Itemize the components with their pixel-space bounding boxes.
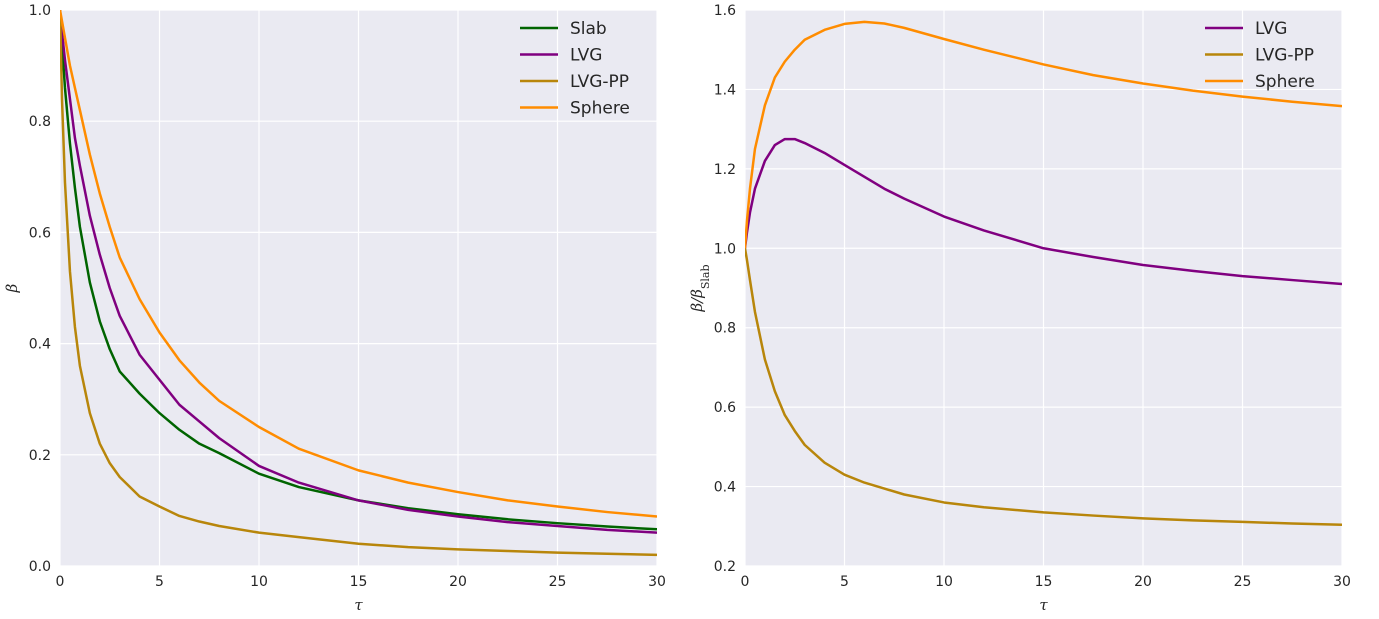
legend-label: LVG — [1255, 19, 1287, 39]
legend-label: LVG-PP — [1255, 46, 1314, 66]
y-tick-label: 0.6 — [714, 400, 736, 416]
y-tick-label: 1.0 — [29, 3, 51, 19]
legend: Slab LVG LVG-PP Sphere — [520, 19, 630, 119]
series-line-sphere — [745, 20, 1342, 249]
chart-panel-1: 0 5 10 15 20 25 30 0.0 0.2 0.4 0.6 0.8 1.0 τ β Slab LVG L… — [3, 3, 666, 614]
chart-panel-2: 0 5 10 15 20 25 30 0.2 0.4 0.6 0.8 1.0 1.2 1.4 1.6 τ β/β… — [688, 3, 1351, 614]
y-tick-label: 0.8 — [714, 321, 736, 337]
y-tick-label: 0.8 — [29, 114, 51, 130]
x-tick-label: 0 — [56, 574, 65, 590]
y-tick-label: 1.4 — [714, 82, 736, 98]
legend-label: LVG-PP — [570, 72, 629, 92]
y-tick-label: 1.2 — [714, 162, 736, 178]
x-tick-label: 10 — [250, 574, 268, 590]
x-tick-label: 20 — [449, 574, 467, 590]
x-tick-label: 30 — [1333, 574, 1351, 590]
x-tick-label: 25 — [549, 574, 567, 590]
series-line-lvg-pp — [60, 10, 657, 557]
y-tick-label: 0.2 — [714, 559, 736, 575]
x-tick-label: 20 — [1134, 574, 1152, 590]
y-axis-label: β — [3, 283, 21, 293]
x-tick-label: 0 — [741, 574, 750, 590]
series-line-sphere — [60, 10, 657, 518]
y-tick-label: 1.0 — [714, 241, 736, 257]
legend-label: Sphere — [1255, 72, 1315, 92]
x-tick-label: 10 — [935, 574, 953, 590]
x-tick-label: 5 — [840, 574, 849, 590]
x-axis-label: τ — [354, 596, 363, 614]
x-tick-label: 15 — [1035, 574, 1053, 590]
x-axis-label: τ — [1039, 596, 1048, 614]
y-tick-label: 0.6 — [29, 225, 51, 241]
series-line-slab — [60, 10, 657, 531]
legend-label: LVG — [570, 46, 602, 66]
x-tick-label: 25 — [1234, 574, 1252, 590]
x-tick-label: 5 — [155, 574, 164, 590]
y-tick-label: 0.4 — [714, 480, 736, 496]
x-tick-label: 15 — [350, 574, 368, 590]
series-line-lvg-pp — [745, 248, 1342, 526]
y-tick-label: 1.6 — [714, 3, 736, 19]
legend-label: Sphere — [570, 99, 630, 119]
y-tick-label: 0.0 — [29, 559, 51, 575]
legend: LVG LVG-PP Sphere — [1205, 19, 1315, 92]
series-line-lvg — [745, 137, 1342, 286]
x-tick-label: 30 — [648, 574, 666, 590]
y-tick-label: 0.4 — [29, 337, 51, 353]
y-tick-label: 0.2 — [29, 448, 51, 464]
y-axis-label: β/βSlab — [688, 264, 712, 312]
legend-label: Slab — [570, 19, 607, 39]
series-line-lvg — [60, 10, 657, 534]
